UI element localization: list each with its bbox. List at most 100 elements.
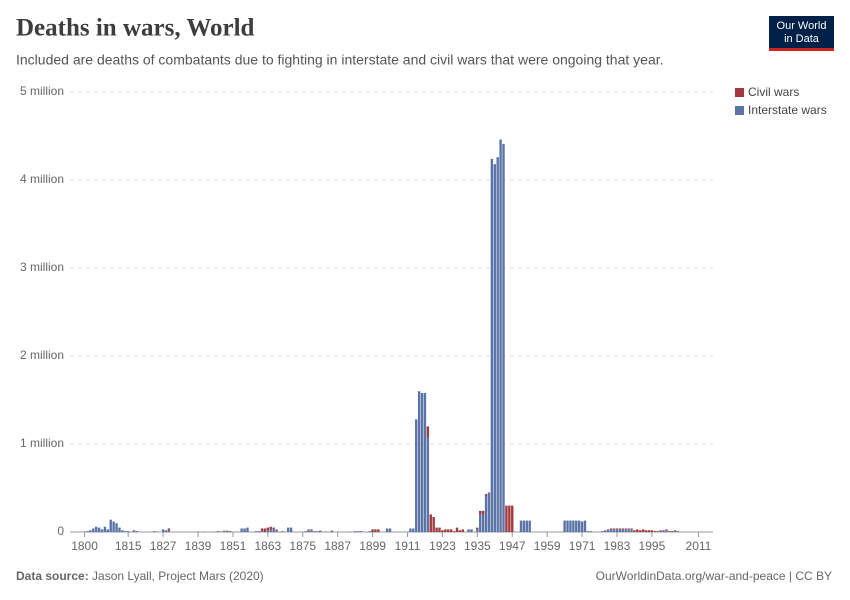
- bar-segment: [124, 531, 127, 532]
- bar-segment: [569, 520, 572, 532]
- bar-segment: [385, 528, 389, 532]
- bar-segment: [499, 139, 502, 532]
- bar-segment: [310, 529, 313, 531]
- bar-segment: [266, 527, 270, 531]
- x-tick-label: 1911: [395, 539, 421, 553]
- bar-segment: [673, 530, 677, 532]
- bar-segment: [356, 531, 360, 532]
- bar-segment: [615, 529, 619, 532]
- bar-segment: [240, 528, 243, 532]
- bar-segment: [89, 530, 92, 532]
- bar-segment: [586, 531, 590, 532]
- bar-segment: [575, 520, 578, 532]
- x-tick-label: 1839: [185, 539, 212, 553]
- bar-segment: [671, 531, 674, 532]
- bar-segment: [432, 517, 435, 532]
- bar-segment: [656, 531, 659, 532]
- bar-segment: [624, 529, 627, 532]
- source-text: Jason Lyall, Project Mars (2020): [92, 569, 264, 583]
- bar-segment: [601, 531, 604, 532]
- bar-segment: [522, 520, 526, 532]
- bar-segment: [304, 531, 307, 532]
- bar-segment: [627, 529, 630, 532]
- bar-segment: [420, 392, 424, 532]
- bar-segment: [307, 529, 310, 532]
- bar-segment: [441, 530, 444, 532]
- bar-segment: [508, 505, 511, 532]
- bar-segment: [476, 527, 479, 530]
- bar-segment: [580, 521, 584, 532]
- bar-segment: [281, 531, 284, 532]
- bar-segment: [676, 531, 680, 532]
- bar-segment: [412, 528, 415, 532]
- bar-segment: [484, 496, 488, 532]
- subtitle: Included are deaths of combatants due to…: [16, 52, 664, 68]
- bar-segment: [371, 529, 374, 532]
- bar-segment: [353, 531, 357, 532]
- bar-segment: [449, 529, 453, 532]
- bar-segment: [272, 527, 275, 530]
- bar-segment: [659, 530, 662, 532]
- bar-segment: [118, 527, 121, 532]
- bar-segment: [423, 392, 427, 532]
- bar-segment: [255, 531, 258, 532]
- bar-segment: [435, 527, 438, 532]
- x-tick-label: 1863: [254, 539, 281, 553]
- bar-segment: [461, 529, 464, 532]
- bar-segment: [636, 529, 639, 532]
- bar-segment: [644, 530, 648, 532]
- bar-segment: [577, 520, 581, 532]
- x-tick-label: 1959: [534, 539, 561, 553]
- x-tick-label: 1827: [150, 539, 177, 553]
- bar-segment: [470, 529, 473, 532]
- bar-segment: [112, 521, 115, 532]
- bar-segment: [572, 520, 575, 532]
- bar-segment: [621, 529, 624, 532]
- bar-segment: [164, 530, 168, 532]
- footer-url[interactable]: OurWorldinData.org/war-and-peace | CC BY: [596, 569, 832, 583]
- y-tick-label: 1 million: [20, 436, 64, 450]
- bar-segment: [94, 526, 98, 532]
- logo-text: in Data: [784, 33, 820, 45]
- bar-segment: [479, 514, 482, 532]
- x-tick-label: 1971: [569, 539, 596, 553]
- bar-segment: [665, 530, 668, 532]
- x-tick-label: 1800: [71, 539, 98, 553]
- source: Data source: Jason Lyall, Project Mars (…: [16, 569, 264, 583]
- bar-segment: [609, 528, 613, 530]
- bar-segment: [618, 529, 622, 532]
- y-tick-label: 3 million: [20, 260, 64, 274]
- x-tick-label: 1983: [604, 539, 631, 553]
- bar-segment: [519, 520, 523, 532]
- bar-segment: [455, 527, 459, 532]
- bar-segment: [525, 520, 528, 532]
- bar-segment: [624, 528, 627, 530]
- bar-segment: [496, 157, 499, 532]
- bar-segment: [502, 143, 505, 533]
- logo-box[interactable]: [769, 16, 834, 50]
- bar-segment: [630, 528, 633, 530]
- bar-segment: [484, 494, 488, 497]
- bar-segment: [481, 510, 485, 515]
- bar-segment: [633, 530, 636, 532]
- bar-segment: [330, 530, 334, 532]
- bar-segment: [289, 527, 293, 532]
- bar-segment: [604, 530, 607, 532]
- bar-segment: [287, 527, 290, 532]
- bar-segment: [647, 530, 651, 532]
- bar-segment: [243, 528, 246, 532]
- bar-segment: [415, 419, 418, 532]
- bar-segment: [374, 529, 377, 532]
- bar-segment: [476, 529, 479, 532]
- bar-segment: [429, 514, 432, 532]
- bar-segment: [103, 526, 107, 532]
- bar-segment: [126, 531, 130, 532]
- bar-segment: [161, 529, 165, 532]
- bar-segment: [167, 528, 171, 531]
- bar-segment: [269, 526, 272, 530]
- y-tick-label: 4 million: [20, 172, 64, 186]
- x-tick-label: 1815: [115, 539, 142, 553]
- logo-stripe: [769, 48, 834, 51]
